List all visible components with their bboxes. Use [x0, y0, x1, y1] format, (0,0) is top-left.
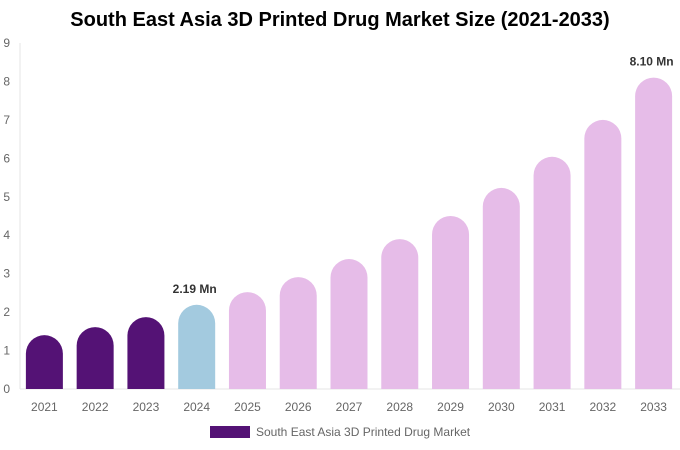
legend-swatch	[210, 426, 250, 438]
bar-2025	[228, 292, 266, 389]
x-tick-label: 2025	[234, 400, 261, 414]
bar-2030	[482, 187, 520, 389]
bar-2032	[584, 119, 622, 390]
x-tick-label: 2022	[82, 400, 109, 414]
y-tick-label: 6	[3, 151, 10, 165]
x-tick-label: 2027	[336, 400, 363, 414]
bar-2029	[432, 216, 470, 389]
bar-2026	[279, 277, 317, 389]
bar-2022	[76, 327, 114, 389]
bar-2033	[635, 77, 673, 389]
x-tick-label: 2029	[437, 400, 464, 414]
y-tick-label: 0	[3, 382, 10, 396]
bar-2028	[381, 239, 419, 389]
data-label-2033: 8.10 Mn	[630, 55, 674, 69]
bar-2021	[25, 335, 63, 389]
x-tick-label: 2028	[386, 400, 413, 414]
y-tick-label: 3	[3, 267, 10, 281]
x-tick-label: 2033	[640, 400, 667, 414]
bar-2024	[178, 304, 216, 389]
y-tick-label: 7	[3, 113, 10, 127]
x-tick-label: 2023	[133, 400, 160, 414]
y-tick-label: 2	[3, 305, 10, 319]
chart-title: South East Asia 3D Printed Drug Market S…	[70, 9, 610, 31]
data-label-2024: 2.19 Mn	[173, 282, 217, 296]
y-tick-label: 8	[3, 74, 10, 88]
bar-2027	[330, 259, 368, 389]
x-tick-label: 2032	[589, 400, 616, 414]
y-tick-label: 5	[3, 190, 10, 204]
bar-2031	[533, 156, 571, 389]
x-tick-label: 2030	[488, 400, 515, 414]
x-tick-label: 2031	[539, 400, 566, 414]
x-tick-label: 2024	[183, 400, 210, 414]
legend: South East Asia 3D Printed Drug Market	[210, 425, 470, 439]
bar-2023	[127, 317, 165, 389]
x-tick-label: 2021	[31, 400, 58, 414]
y-tick-label: 4	[3, 228, 10, 242]
x-tick-label: 2026	[285, 400, 312, 414]
y-tick-label: 9	[3, 36, 10, 50]
y-tick-label: 1	[3, 344, 10, 358]
legend-label: South East Asia 3D Printed Drug Market	[256, 425, 471, 439]
